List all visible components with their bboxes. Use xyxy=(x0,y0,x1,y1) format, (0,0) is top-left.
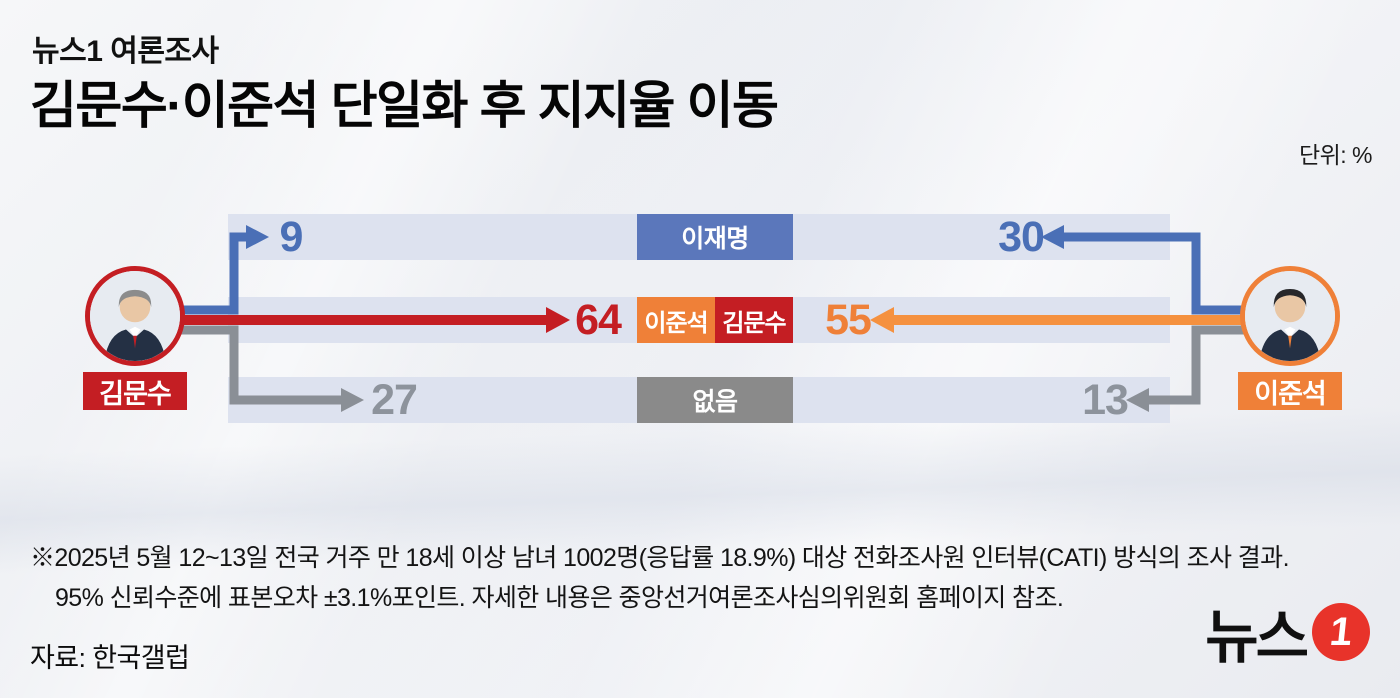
value-kim-to-none: 27 xyxy=(371,376,418,424)
value-kim-to-lee-jae-myung: 9 xyxy=(279,213,304,261)
person-silhouette-icon xyxy=(1245,271,1335,361)
value-lee-to-unified: 55 xyxy=(825,296,872,344)
footnote-line-1: ※2025년 5월 12~13일 전국 거주 만 18세 이상 남녀 1002명… xyxy=(30,544,1290,572)
news1-wordmark: 뉴스 xyxy=(1205,605,1309,670)
person-silhouette-icon xyxy=(90,271,180,361)
value-kim-to-unified: 64 xyxy=(575,296,622,344)
unit-label: 단위: % xyxy=(1298,142,1373,168)
kicker: 뉴스1 여론조사 xyxy=(32,35,219,68)
value-lee-to-none: 13 xyxy=(1082,376,1129,424)
footnote-line-2: 95% 신뢰수준에 표본오차 ±3.1%포인트. 자세한 내용은 중앙선거여론조… xyxy=(55,584,1064,612)
source-credit: 자료: 한국갤럽 xyxy=(30,643,190,673)
destination-label-kim-moon-soo: 김문수 xyxy=(715,297,793,343)
destination-label-lee-jun-seok: 이준석 xyxy=(637,297,715,343)
kim-moon-soo-name-tag: 김문수 xyxy=(83,372,187,410)
destination-label-unified-candidate: 이준석 김문수 xyxy=(637,297,793,343)
destination-label-none: 없음 xyxy=(637,377,793,423)
news1-badge-icon: 1 xyxy=(1312,603,1370,661)
page-title: 김문수·이준석 단일화 후 지지율 이동 xyxy=(30,77,779,134)
value-lee-to-lee-jae-myung: 30 xyxy=(998,213,1045,261)
lee-jun-seok-name-tag: 이준석 xyxy=(1238,372,1342,410)
lee-jun-seok-photo xyxy=(1240,266,1340,366)
news1-logo: 뉴스 1 xyxy=(1205,590,1370,674)
destination-label-lee-jae-myung: 이재명 xyxy=(637,214,793,260)
kim-moon-soo-photo xyxy=(85,266,185,366)
